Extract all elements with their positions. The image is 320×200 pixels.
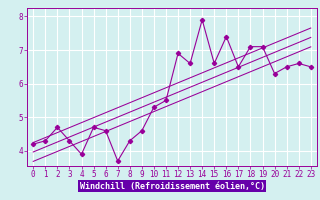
X-axis label: Windchill (Refroidissement éolien,°C): Windchill (Refroidissement éolien,°C) [79,182,265,191]
